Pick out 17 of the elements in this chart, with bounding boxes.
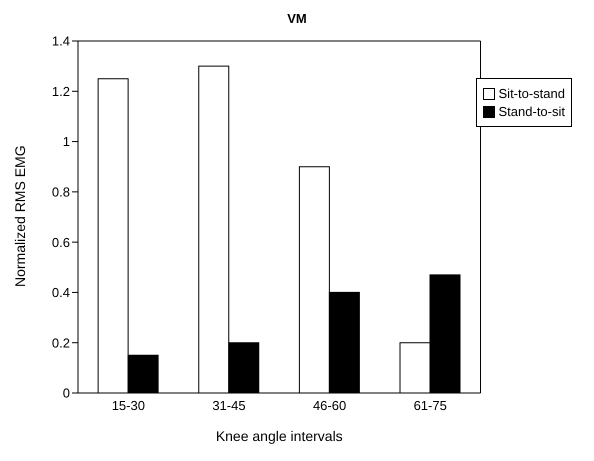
y-tick-label: 0 bbox=[62, 386, 70, 401]
y-tick-label: 1.2 bbox=[52, 84, 70, 99]
x-tick-label: 15-30 bbox=[112, 398, 145, 414]
y-tick-label: 1.4 bbox=[52, 34, 70, 49]
y-tick-label: 1 bbox=[62, 134, 70, 150]
y-tick-label: 0.8 bbox=[52, 184, 70, 200]
y-tick-label: 0.2 bbox=[52, 335, 70, 350]
legend-label: Stand-to-sit bbox=[498, 104, 565, 119]
x-tick-label: 46-60 bbox=[312, 398, 346, 414]
y-tick-label: 0.4 bbox=[52, 285, 70, 300]
y-tick-label: 0.6 bbox=[52, 234, 70, 250]
x-tick-label: 31-45 bbox=[212, 398, 246, 414]
y-axis-title: Normalized RMS EMG bbox=[12, 145, 28, 287]
chart-title: VM bbox=[286, 10, 308, 28]
x-axis-title: Knee angle intervals bbox=[216, 428, 343, 444]
legend-label: Sit-to-stand bbox=[498, 86, 565, 101]
x-tick-label: 61-75 bbox=[414, 398, 447, 414]
